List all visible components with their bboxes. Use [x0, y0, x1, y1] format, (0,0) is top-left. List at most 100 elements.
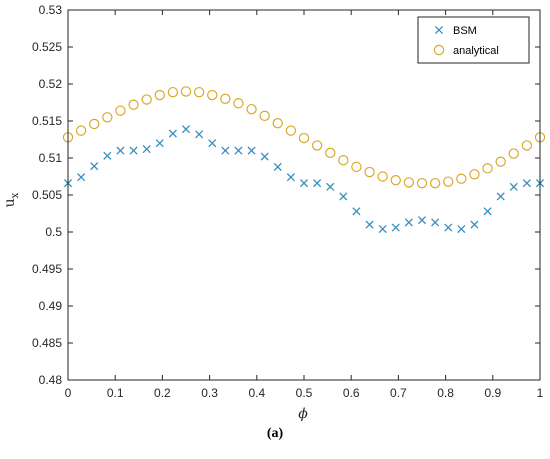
x-tick-label: 0.8: [437, 386, 454, 400]
bsm-point: [509, 182, 518, 191]
analytical-point: [285, 125, 297, 136]
y-tick-label: 0.48: [39, 373, 63, 387]
bsm-point: [90, 162, 99, 171]
legend-box: [417, 16, 530, 64]
analytical-point: [429, 177, 441, 189]
analytical-point: [521, 140, 533, 151]
bsm-point: [221, 146, 230, 155]
bsm-point: [195, 130, 204, 139]
bsm-point: [155, 139, 164, 148]
analytical-point: [246, 103, 257, 115]
analytical-point: [351, 161, 362, 173]
y-tick-label: 0.52: [39, 77, 63, 91]
analytical-point: [403, 177, 415, 188]
bsm-point: [483, 207, 492, 216]
legend-marker-symbol: [433, 44, 445, 56]
x-tick-label: 0.1: [107, 386, 124, 400]
legend: BSM analytical: [417, 16, 530, 64]
analytical-point: [102, 112, 113, 123]
bsm-point: [313, 179, 322, 188]
bsm-point: [116, 146, 125, 155]
series-layer: [62, 86, 546, 234]
analytical-point: [416, 177, 428, 189]
analytical-point: [259, 110, 270, 122]
analytical-point: [207, 89, 218, 101]
bsm-point: [444, 223, 453, 232]
analytical-point: [508, 148, 519, 159]
analytical-point: [128, 99, 139, 110]
legend-marker-symbol: [434, 25, 444, 35]
analytical-point: [167, 86, 179, 98]
bsm-point: [181, 125, 191, 134]
bsm-point: [417, 216, 427, 225]
x-tick-label: 0.9: [484, 386, 501, 400]
x-tick-label: 0.4: [248, 386, 265, 400]
analytical-point: [495, 156, 506, 167]
y-axis: 0.48 0.485 0.49 0.495 0.5 0.505 0.51 0.515 0.52 0…: [32, 3, 540, 387]
series-bsm: [63, 125, 545, 234]
analytical-point: [377, 171, 388, 182]
y-tick-label: 0.495: [32, 262, 62, 276]
analytical-point: [180, 86, 192, 97]
x-axis-title: ϕ: [298, 406, 308, 422]
y-tick-label: 0.5: [45, 225, 62, 239]
bsm-point: [470, 220, 479, 229]
bsm-point: [103, 151, 112, 160]
x-tick-label: 0.6: [343, 386, 360, 400]
figure-caption: (a): [266, 426, 284, 441]
x-tick-label: 1: [537, 386, 544, 400]
y-tick-label: 0.49: [39, 299, 63, 313]
bsm-point: [286, 173, 295, 182]
analytical-point: [456, 173, 467, 184]
y-tick-label: 0.515: [32, 114, 62, 128]
y-tick-label: 0.525: [32, 40, 62, 54]
bsm-point: [378, 224, 387, 234]
y-axis-title-sub: x: [10, 192, 21, 198]
y-tick-label: 0.505: [32, 188, 62, 202]
bsm-point: [339, 192, 348, 201]
y-tick-label: 0.53: [39, 3, 63, 17]
x-tick-label: 0.5: [296, 386, 313, 400]
analytical-point: [364, 166, 375, 178]
x-tick-label: 0.3: [201, 386, 218, 400]
bsm-point: [352, 207, 361, 216]
y-axis-title-main: u: [2, 198, 18, 207]
bsm-point: [260, 152, 269, 161]
analytical-point: [75, 125, 87, 136]
bsm-point: [142, 145, 151, 154]
analytical-point: [338, 155, 349, 166]
analytical-point: [233, 98, 244, 109]
analytical-point: [311, 140, 323, 151]
bsm-point: [299, 179, 309, 188]
legend-marker-bsm: [434, 25, 444, 35]
bsm-point: [77, 173, 86, 182]
bsm-point: [365, 220, 374, 229]
analytical-point: [325, 147, 336, 159]
x-tick-label: 0: [65, 386, 72, 400]
bsm-point: [391, 223, 400, 232]
bsm-point: [234, 146, 243, 155]
legend-label-bsm: BSM: [453, 25, 477, 37]
bsm-point: [168, 129, 177, 138]
analytical-point: [89, 118, 100, 130]
legend-marker-analytical: [433, 44, 445, 56]
y-tick-label: 0.485: [32, 336, 62, 350]
analytical-point: [154, 89, 165, 101]
y-tick-label: 0.51: [39, 151, 63, 165]
bsm-point: [404, 218, 413, 227]
analytical-point: [220, 93, 231, 105]
plot-border: [67, 9, 541, 381]
x-tick-label: 0.2: [154, 386, 171, 400]
analytical-point: [272, 118, 283, 129]
bsm-point: [129, 146, 138, 155]
bsm-point: [326, 182, 335, 191]
analytical-point: [482, 163, 493, 174]
analytical-point: [141, 94, 152, 105]
bsm-point: [431, 218, 440, 227]
analytical-point: [390, 174, 401, 186]
series-analytical: [62, 86, 546, 189]
bsm-point: [522, 179, 531, 188]
analytical-point: [193, 86, 205, 98]
plot-area: [68, 10, 540, 380]
